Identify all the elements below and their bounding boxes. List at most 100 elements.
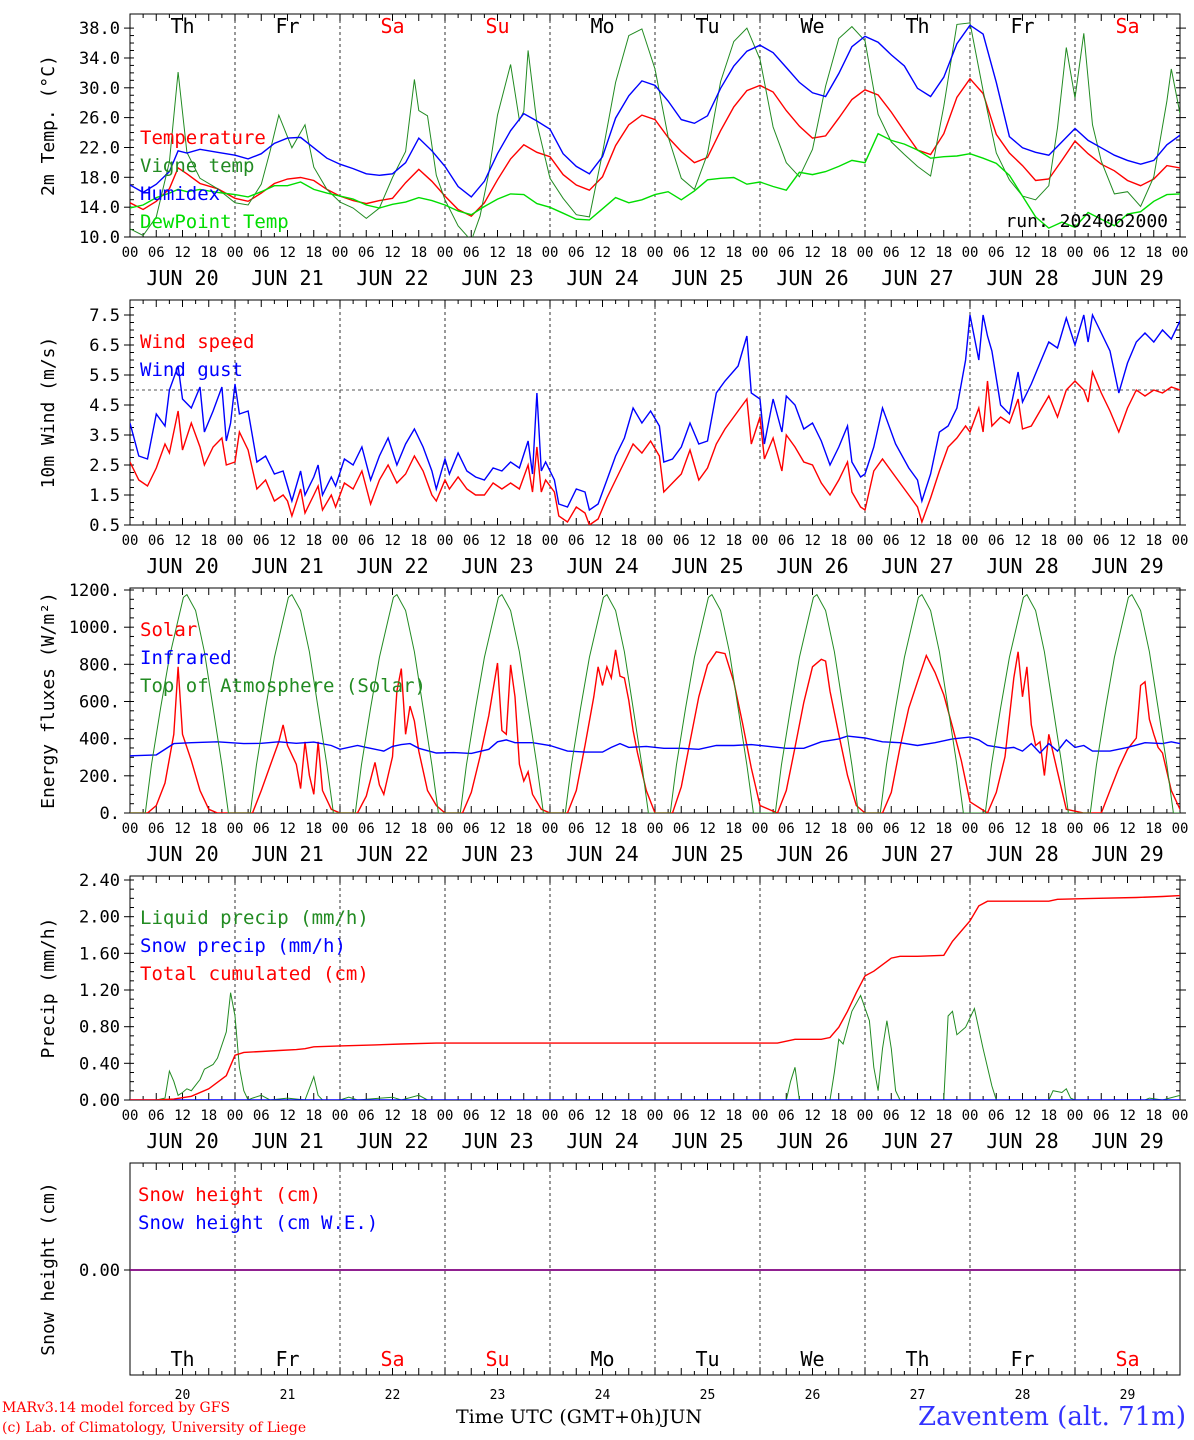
hour-tick-label: 18: [515, 1108, 532, 1124]
weekday-label: We: [800, 1347, 824, 1371]
hour-tick-label: 06: [988, 1108, 1005, 1124]
hour-tick-label: 12: [804, 821, 821, 837]
hour-tick-label: 06: [988, 821, 1005, 837]
hour-tick-label: 12: [1119, 245, 1136, 261]
legend-entry: Snow height (cm W.E.): [138, 1212, 378, 1234]
hour-tick-label: 12: [909, 245, 926, 261]
hour-tick-label: 00: [542, 821, 559, 837]
series-line-temperature: [130, 77, 1180, 218]
series-line-liquid-precip-mm-h-: [130, 992, 1180, 1100]
hour-tick-label: 18: [725, 533, 742, 549]
y-tick-label: 0.80: [79, 1018, 120, 1038]
date-label: JUN 26: [776, 842, 848, 866]
hour-tick-label: 06: [673, 1108, 690, 1124]
hour-tick-label: 12: [279, 821, 296, 837]
y-tick-label: 26.0: [79, 109, 120, 129]
date-label: JUN 29: [1091, 1129, 1163, 1153]
hour-tick-label: 06: [253, 821, 270, 837]
hour-tick-label: 12: [279, 1108, 296, 1124]
hour-tick-label: 18: [515, 533, 532, 549]
hour-tick-label: 06: [883, 1108, 900, 1124]
hour-tick-label: 12: [594, 821, 611, 837]
hour-tick-label: 00: [857, 821, 874, 837]
series-line-total-cumulated-cm-: [130, 894, 1180, 1100]
date-label: JUN 22: [356, 266, 428, 290]
snow-ylabel: Snow height (cm): [38, 1182, 59, 1355]
y-tick-label: 10.0: [79, 228, 120, 248]
precip-ylabel: Precip (mm/h): [38, 918, 59, 1059]
hour-tick-label: 12: [804, 533, 821, 549]
weekday-label: Su: [485, 14, 509, 38]
y-tick-label: 400.: [79, 730, 120, 750]
hour-tick-label: 18: [830, 533, 847, 549]
hour-tick-label: 12: [489, 245, 506, 261]
hour-tick-label: 18: [620, 821, 637, 837]
y-tick-label: 38.0: [79, 19, 120, 39]
day-number-label: 21: [280, 1388, 296, 1403]
legend-entry: Temperature: [140, 127, 266, 149]
legend-entry: Liquid precip (mm/h): [140, 907, 369, 929]
hour-tick-label: 18: [515, 821, 532, 837]
series-line-infrared: [130, 735, 1180, 757]
hour-tick-label: 00: [122, 245, 139, 261]
hour-tick-label: 00: [437, 533, 454, 549]
hour-tick-label: 18: [620, 533, 637, 549]
weekday-label: Mo: [590, 14, 614, 38]
date-label: JUN 27: [881, 1129, 953, 1153]
hour-tick-label: 06: [358, 1108, 375, 1124]
date-label: JUN 27: [881, 554, 953, 578]
series-line-top-of-atmosphere-solar-: [130, 593, 1180, 813]
time-axis-label: Time UTC (GMT+0h): [456, 1406, 662, 1428]
hour-tick-label: 18: [200, 245, 217, 261]
y-tick-label: 6.5: [89, 336, 120, 356]
y-tick-label: 2.5: [89, 456, 120, 476]
hour-tick-label: 12: [1014, 245, 1031, 261]
hour-tick-label: 00: [1067, 821, 1084, 837]
day-number-label: 20: [175, 1388, 191, 1403]
hour-tick-label: 06: [358, 821, 375, 837]
hour-tick-label: 12: [1014, 533, 1031, 549]
hour-tick-label: 18: [935, 1108, 952, 1124]
hour-tick-label: 00: [1172, 1108, 1189, 1124]
hour-tick-label: 00: [227, 245, 244, 261]
hour-tick-label: 00: [647, 821, 664, 837]
weekday-label: Fr: [1010, 14, 1034, 38]
hour-tick-label: 06: [568, 533, 585, 549]
hour-tick-label: 18: [1145, 1108, 1162, 1124]
hour-tick-label: 06: [778, 1108, 795, 1124]
hour-tick-label: 12: [174, 821, 191, 837]
weekday-label: We: [800, 14, 824, 38]
weekday-label: Fr: [1010, 1347, 1034, 1371]
hour-tick-label: 12: [909, 1108, 926, 1124]
hour-tick-label: 18: [305, 821, 322, 837]
hour-tick-label: 12: [909, 821, 926, 837]
hour-tick-label: 18: [1040, 533, 1057, 549]
hour-tick-label: 12: [174, 245, 191, 261]
hour-tick-label: 00: [122, 821, 139, 837]
hour-tick-label: 18: [1040, 1108, 1057, 1124]
snow-panel: 0.00 Snow height (cm) Th Fr Sa Su Mo Tu We Th Fr Sa…: [38, 1162, 1186, 1403]
date-label: JUN 28: [986, 842, 1058, 866]
legend-entry: Wind gust: [140, 359, 243, 381]
date-label: JUN 28: [986, 554, 1058, 578]
hour-tick-label: 18: [1145, 533, 1162, 549]
hour-tick-label: 00: [332, 533, 349, 549]
day-number-label: 25: [700, 1388, 716, 1403]
hour-tick-label: 18: [410, 245, 427, 261]
hour-tick-label: 06: [673, 821, 690, 837]
weekday-label: Sa: [380, 1347, 404, 1371]
hour-tick-label: 06: [883, 821, 900, 837]
hour-tick-label: 00: [857, 533, 874, 549]
energy-ylabel: Energy fluxes (W/m²): [38, 592, 59, 809]
date-label: JUN 24: [566, 266, 638, 290]
date-label: JUN 24: [566, 842, 638, 866]
hour-tick-label: 18: [620, 1108, 637, 1124]
y-tick-label: 0.00: [79, 1091, 120, 1111]
hour-tick-label: 12: [1119, 821, 1136, 837]
series-line-wind-speed: [130, 369, 1180, 525]
legend-entry: Humidex: [140, 183, 220, 205]
date-label: JUN 25: [671, 266, 743, 290]
hour-tick-label: 06: [463, 1108, 480, 1124]
hour-tick-label: 00: [1172, 821, 1189, 837]
legend-entry: Infrared: [140, 647, 232, 669]
